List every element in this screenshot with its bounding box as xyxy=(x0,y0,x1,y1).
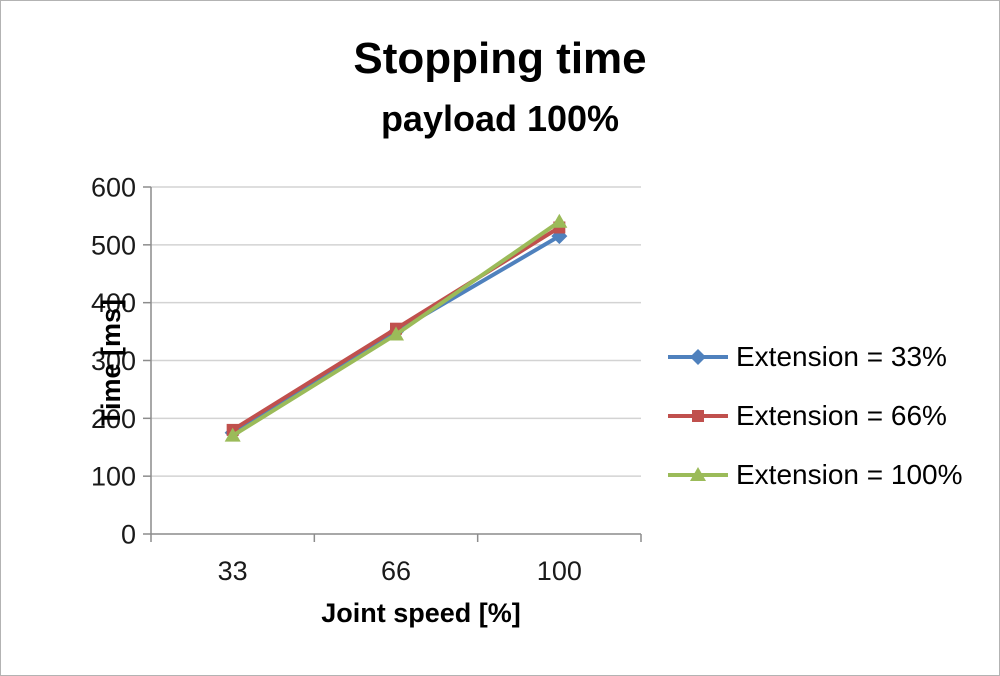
x-tick-label: 66 xyxy=(381,556,411,586)
y-tick-label: 0 xyxy=(121,519,136,549)
x-tick-label: 100 xyxy=(537,556,582,586)
square-marker xyxy=(692,410,704,422)
x-tick-label: 33 xyxy=(218,556,248,586)
x-axis-title: Joint speed [%] xyxy=(321,598,521,628)
triangle-marker xyxy=(388,326,404,341)
chart-subtitle: payload 100% xyxy=(380,98,620,139)
legend-label: Extension = 33% xyxy=(736,341,947,372)
y-axis-title: Time [ms] xyxy=(96,298,126,426)
legend-label: Extension = 100% xyxy=(736,459,963,490)
legend: Extension = 33% Extension = 66% Extension … xyxy=(667,341,963,491)
legend-item: Extension = 66% xyxy=(667,400,963,432)
triangle-marker xyxy=(551,213,568,228)
legend-item: Extension = 33% xyxy=(667,341,963,373)
y-tick-label: 600 xyxy=(91,172,136,202)
y-tick-label: 100 xyxy=(91,462,136,492)
triangle-marker xyxy=(224,427,241,442)
legend-swatch xyxy=(668,349,728,365)
legend-swatch xyxy=(668,410,728,422)
y-tick-label: 400 xyxy=(91,288,136,318)
triangle-marker xyxy=(690,467,706,481)
diamond-marker xyxy=(690,349,706,365)
y-tick-label: 500 xyxy=(91,230,136,260)
legend-item: Extension = 100% xyxy=(667,459,963,491)
legend-label: Extension = 66% xyxy=(736,400,947,431)
chart-title: Stopping time xyxy=(353,34,647,83)
y-tick-label: 200 xyxy=(91,404,136,434)
y-tick-label: 300 xyxy=(91,346,136,376)
legend-swatch xyxy=(668,467,728,481)
